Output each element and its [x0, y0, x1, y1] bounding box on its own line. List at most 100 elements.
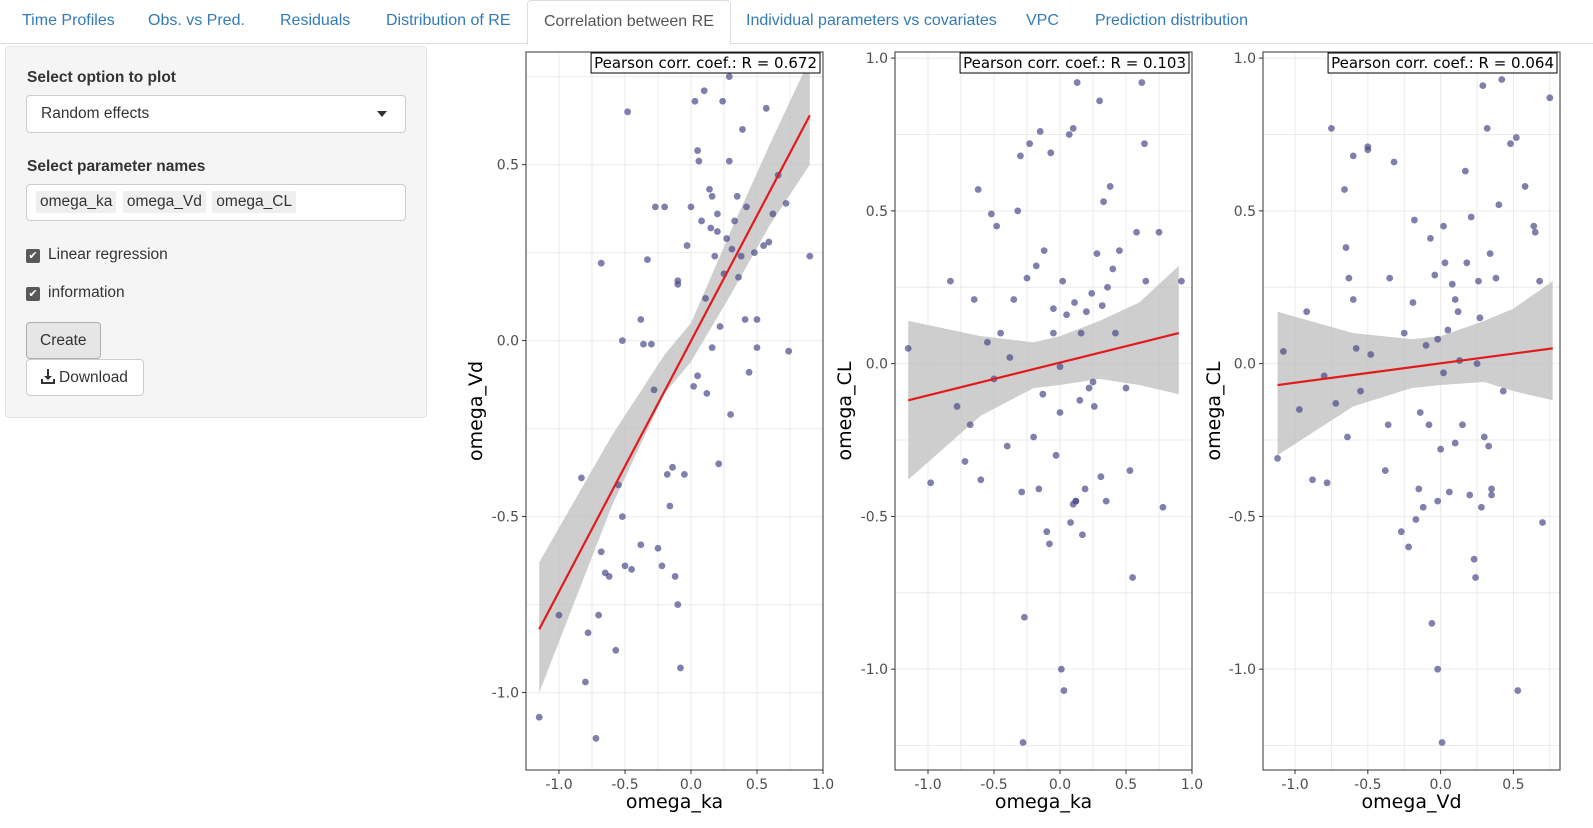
- y-tick-label: -0.5: [861, 509, 888, 525]
- x-tick-label: 1.0: [1181, 777, 1203, 793]
- data-point: [1486, 250, 1494, 258]
- data-point: [1106, 183, 1114, 190]
- data-point: [961, 458, 969, 465]
- data-point: [621, 562, 629, 570]
- y-tick-label: 0.5: [1234, 204, 1256, 220]
- data-point: [984, 338, 991, 346]
- data-point: [1427, 234, 1434, 242]
- data-point: [1546, 94, 1554, 102]
- data-point: [592, 734, 600, 742]
- regression-line: [1277, 347, 1553, 387]
- data-point: [1122, 384, 1130, 392]
- data-point: [1057, 665, 1065, 673]
- x-axis-label: omega_ka: [626, 791, 723, 813]
- data-point: [584, 629, 592, 637]
- download-button[interactable]: Download: [26, 359, 144, 396]
- scatter-panel-1: -1.0 -0.5 0.0 0.5 1.0 -1.0 -0.5 0.0 0.5 omega_ka o…: [465, 51, 834, 813]
- data-point: [1440, 369, 1447, 377]
- data-point: [731, 217, 738, 225]
- data-point: [690, 382, 698, 390]
- data-point: [582, 678, 589, 686]
- tab-vpc[interactable]: VPC: [1026, 12, 1059, 29]
- params-multiselect[interactable]: omega_ka omega_Vd omega_CL: [26, 184, 406, 221]
- data-point: [1492, 274, 1500, 282]
- x-tick-label: -0.5: [980, 777, 1007, 793]
- param-chip-omega-ka[interactable]: omega_ka: [36, 191, 117, 213]
- tab-prediction-distribution[interactable]: Prediction distribution: [1095, 12, 1248, 29]
- tab-correlation-between-re[interactable]: Correlation between RE: [527, 0, 731, 45]
- confidence-band: [1277, 281, 1553, 456]
- data-point: [1384, 421, 1392, 429]
- pearson-annotation-box: [1327, 52, 1558, 74]
- data-point: [1178, 277, 1185, 285]
- data-point: [677, 664, 684, 672]
- panel-inner: [1263, 52, 1560, 770]
- data-point: [1431, 271, 1439, 279]
- data-point: [1274, 454, 1281, 462]
- tab-distribution-of-re[interactable]: Distribution of RE: [386, 12, 511, 29]
- x-tick-label: 0.0: [1049, 777, 1071, 793]
- data-point: [1498, 76, 1506, 83]
- data-point: [765, 238, 773, 246]
- data-point: [1357, 387, 1364, 395]
- pearson-annotation: Pearson corr. coef.: R = 0.064: [1331, 54, 1554, 72]
- data-point: [1050, 305, 1057, 313]
- data-point: [1434, 665, 1442, 673]
- tab-individual-parameters-vs-covariates[interactable]: Individual parameters vs covariates: [746, 12, 997, 29]
- data-point: [1100, 198, 1107, 206]
- data-point: [1116, 247, 1123, 254]
- data-point: [927, 479, 935, 487]
- y-tick-label: -0.5: [1229, 509, 1256, 525]
- data-point: [1416, 409, 1424, 416]
- panel-inner: [526, 52, 823, 770]
- data-point: [706, 185, 713, 193]
- tab-obs-vs-pred[interactable]: Obs. vs Pred.: [148, 12, 245, 29]
- tab-time-profiles[interactable]: Time Profiles: [22, 12, 115, 29]
- param-chip-omega-vd[interactable]: omega_Vd: [122, 191, 206, 213]
- option-select[interactable]: Random effects: [26, 95, 406, 133]
- data-point: [1441, 259, 1449, 267]
- data-point: [1437, 445, 1445, 453]
- data-point: [737, 252, 745, 260]
- data-point: [741, 316, 749, 323]
- data-point: [1295, 406, 1303, 413]
- y-tick-label: 0.0: [497, 334, 519, 350]
- x-axis-label: omega_ka: [995, 791, 1092, 813]
- data-point: [1536, 277, 1544, 285]
- data-point: [671, 573, 679, 580]
- data-point: [708, 192, 716, 200]
- create-button[interactable]: Create: [26, 322, 101, 359]
- tab-bar: Time Profiles Obs. vs Pred. Residuals Di…: [0, 0, 1593, 45]
- data-point: [977, 476, 985, 484]
- data-point: [1444, 326, 1452, 334]
- data-point: [1466, 491, 1474, 499]
- data-point: [1043, 528, 1051, 536]
- linreg-checkbox[interactable]: ✔: [26, 249, 40, 263]
- scatter-panel-2: -1.0 -0.5 0.0 0.5 1.0 -1.0 -0.5 0.0 0.5 1.0 omega_…: [834, 51, 1203, 813]
- data-point: [953, 403, 961, 410]
- data-point: [1386, 274, 1394, 282]
- y-axis-label: omega_CL: [1203, 361, 1225, 460]
- y-tick-label: -1.0: [492, 686, 519, 702]
- download-button-label: Download: [59, 369, 128, 386]
- data-point: [1390, 158, 1398, 166]
- data-point: [1531, 228, 1539, 236]
- data-point: [785, 347, 793, 355]
- data-point: [1463, 259, 1471, 267]
- param-chip-omega-cl[interactable]: omega_CL: [212, 191, 297, 213]
- data-point: [1098, 302, 1106, 309]
- y-axis-label: omega_CL: [834, 361, 856, 460]
- data-point: [1507, 140, 1514, 148]
- data-point: [1109, 265, 1117, 273]
- x-tick-label: 1.0: [812, 777, 834, 793]
- data-point: [997, 329, 1004, 337]
- data-point: [1454, 308, 1462, 316]
- data-point: [1046, 540, 1053, 548]
- data-point: [1349, 296, 1357, 303]
- data-point: [1434, 497, 1442, 505]
- data-point: [1422, 341, 1430, 349]
- data-point: [1495, 201, 1503, 209]
- tab-residuals[interactable]: Residuals: [280, 12, 351, 29]
- info-checkbox[interactable]: ✔: [26, 287, 40, 301]
